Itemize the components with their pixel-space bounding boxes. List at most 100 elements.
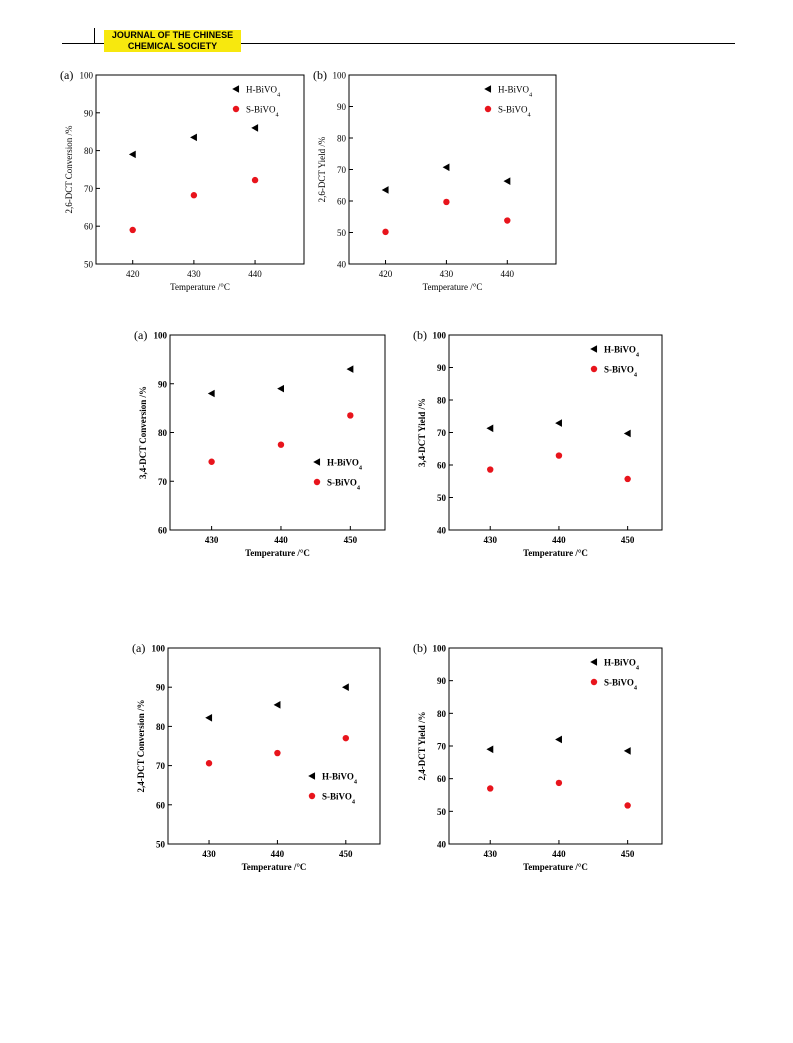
y-tick-label: 50 xyxy=(437,807,447,817)
x-tick-label: 450 xyxy=(344,535,358,545)
s-bivo4-point xyxy=(274,749,281,757)
plot-frame xyxy=(95,74,305,265)
h-bivo4-point xyxy=(277,384,285,393)
chart-4: 40 50 60 70 80 90 100 430 440 450 Temperature /°C 3… xyxy=(413,328,663,558)
s-bivo4-point xyxy=(382,228,389,236)
y-tick-label: 50 xyxy=(337,228,347,238)
legend-label: H-BiVO4 xyxy=(327,458,363,472)
x-tick-label: 450 xyxy=(621,535,635,545)
y-tick-label: 70 xyxy=(437,428,447,438)
chart-2: 40 50 60 70 80 90 100 420 430 440 Temperature /°C 2… xyxy=(313,68,557,292)
x-tick-label: 440 xyxy=(271,849,285,859)
y-tick-label: 40 xyxy=(337,260,347,270)
legend-label: H-BiVO4 xyxy=(246,85,281,99)
h-bivo4-point xyxy=(555,735,562,744)
chart-3: 60 70 80 90 100 430 440 450 Temperature /°C 3,4-D… xyxy=(134,328,386,558)
s-bivo4-point xyxy=(347,412,354,419)
s-bivo4-point xyxy=(129,226,136,234)
panel-label: (a) xyxy=(134,328,147,342)
y-tick-label: 100 xyxy=(433,644,447,654)
panel-label: (b) xyxy=(313,68,327,82)
x-tick-label: 430 xyxy=(483,535,497,545)
h-bivo4-point xyxy=(128,150,136,159)
y-tick-label: 80 xyxy=(437,709,447,719)
journal-title-line1: JOURNAL OF THE CHINESE xyxy=(111,30,234,40)
y-tick-label: 90 xyxy=(158,379,168,389)
y-tick-label: 100 xyxy=(433,331,447,341)
legend-marker-s xyxy=(232,105,240,113)
h-bivo4-point xyxy=(442,163,450,172)
plot-frame xyxy=(167,647,381,845)
legend-label: H-BiVO4 xyxy=(604,345,640,359)
h-bivo4-point xyxy=(623,747,631,755)
panel-label: (b) xyxy=(413,641,427,655)
s-bivo4-point xyxy=(624,802,631,809)
s-bivo4-point xyxy=(487,466,494,473)
y-axis-label: 3,4-DCT Yield /% xyxy=(417,398,427,467)
legend-label: S-BiVO4 xyxy=(246,105,280,119)
plot-frame xyxy=(169,334,386,531)
h-bivo4-point xyxy=(555,419,562,427)
x-tick-label: 440 xyxy=(501,269,515,279)
legend-label: S-BiVO4 xyxy=(327,478,361,492)
panel-label: (a) xyxy=(60,68,73,82)
y-axis-label: 2,6-DCT Conversion /% xyxy=(64,125,74,214)
x-tick-label: 430 xyxy=(202,849,216,859)
y-tick-label: 90 xyxy=(156,683,166,693)
y-tick-label: 40 xyxy=(437,840,447,850)
y-tick-label: 100 xyxy=(80,71,94,81)
legend-marker-h xyxy=(484,85,492,93)
h-bivo4-point xyxy=(207,389,215,398)
y-tick-label: 80 xyxy=(437,396,447,406)
y-tick-label: 90 xyxy=(84,108,94,118)
y-axis-label: 2,6-DCT Yield /% xyxy=(317,136,327,202)
h-bivo4-point xyxy=(381,186,389,194)
x-tick-label: 430 xyxy=(483,849,497,859)
panel-label: (a) xyxy=(132,641,145,655)
s-bivo4-point xyxy=(208,458,215,465)
h-bivo4-point xyxy=(486,745,494,754)
y-tick-label: 80 xyxy=(158,428,168,438)
y-tick-label: 60 xyxy=(337,197,347,207)
s-bivo4-point xyxy=(277,441,285,448)
legend-marker-h xyxy=(232,85,240,93)
s-bivo4-point xyxy=(555,452,563,459)
y-tick-label: 60 xyxy=(158,526,168,536)
panel-label: (b) xyxy=(413,328,427,342)
y-tick-label: 80 xyxy=(156,722,166,732)
x-tick-label: 420 xyxy=(126,269,140,279)
y-tick-label: 80 xyxy=(84,146,94,156)
legend-label: S-BiVO4 xyxy=(604,365,638,379)
y-tick-label: 100 xyxy=(333,71,347,81)
legend-label: S-BiVO4 xyxy=(498,105,532,119)
plot-frame xyxy=(348,74,557,265)
legend-label: S-BiVO4 xyxy=(322,792,356,806)
h-bivo4-point xyxy=(346,365,354,373)
y-tick-label: 100 xyxy=(152,644,166,654)
x-tick-label: 430 xyxy=(205,535,219,545)
x-axis-label: Temperature /°C xyxy=(523,862,588,872)
y-tick-label: 40 xyxy=(437,526,447,536)
y-tick-label: 70 xyxy=(158,477,168,487)
y-axis-label: 3,4-DCT Conversion /% xyxy=(138,386,148,479)
s-bivo4-point xyxy=(555,779,563,787)
h-bivo4-point xyxy=(503,177,511,185)
x-axis-label: Temperature /°C xyxy=(242,862,307,872)
legend-label: S-BiVO4 xyxy=(604,678,638,692)
y-tick-label: 100 xyxy=(154,331,168,341)
h-bivo4-point xyxy=(205,713,213,722)
legend-marker-s xyxy=(484,105,492,113)
y-tick-label: 70 xyxy=(337,165,347,175)
x-tick-label: 440 xyxy=(552,535,566,545)
x-axis-label: Temperature /°C xyxy=(170,282,230,292)
x-axis-label: Temperature /°C xyxy=(245,548,310,558)
x-tick-label: 430 xyxy=(440,269,454,279)
legend-marker-s xyxy=(590,365,598,373)
y-tick-label: 60 xyxy=(437,774,447,784)
s-bivo4-point xyxy=(504,217,511,224)
s-bivo4-point xyxy=(251,176,259,184)
legend-label: H-BiVO4 xyxy=(498,85,533,99)
legend-marker-h xyxy=(590,658,598,666)
s-bivo4-point xyxy=(443,198,450,206)
